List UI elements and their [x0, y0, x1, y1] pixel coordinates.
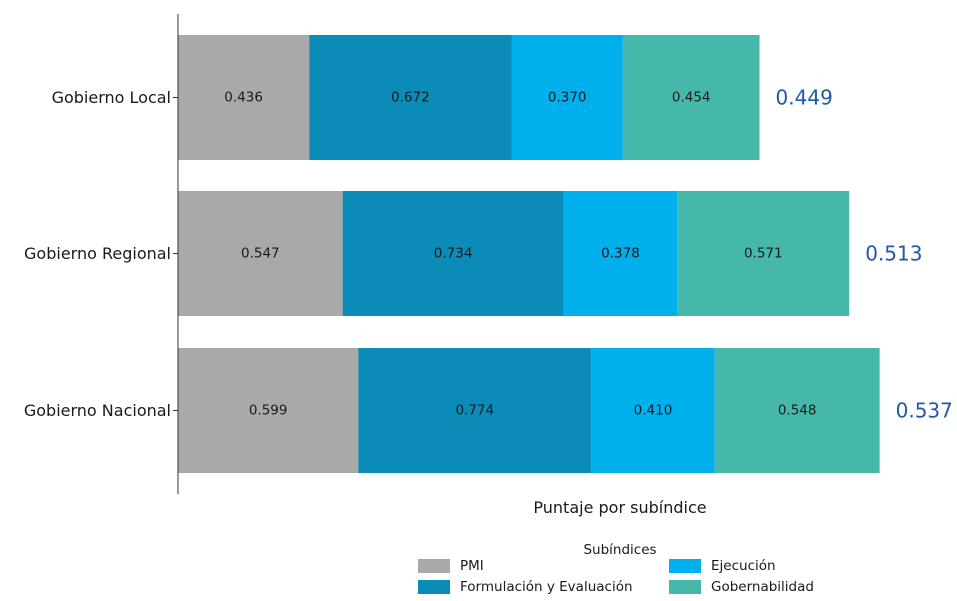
bar-segment-4-row-3	[714, 348, 880, 473]
data-label: 0.548	[778, 403, 817, 419]
data-label: 0.370	[548, 90, 587, 106]
bar-segment-3-row-2	[563, 191, 678, 316]
bars-layer: 0.436 0.672 0.370 0.454 0.449 0.547 0.734 0.378…	[178, 35, 953, 473]
bar-segment-1-row-3	[178, 348, 359, 473]
x-axis-label: Puntaje por subíndice	[533, 498, 706, 517]
data-label: 0.436	[224, 90, 263, 106]
legend-swatch	[418, 580, 450, 594]
legend-label: Formulación y Evaluación	[460, 579, 633, 595]
legend-label: Gobernabilidad	[711, 579, 814, 595]
data-label: 0.599	[249, 403, 288, 419]
bar-segment-1-row-2	[178, 191, 343, 316]
legend-swatch	[418, 559, 450, 573]
bar-segment-3-row-1	[511, 35, 623, 160]
legend-swatch	[669, 580, 701, 594]
data-label: 0.547	[241, 246, 280, 262]
legend: PMI Ejecución Formulación y Evaluación Gobe…	[418, 558, 814, 595]
data-label: 0.454	[672, 90, 711, 106]
legend-swatch	[669, 559, 701, 573]
total-label: 0.513	[865, 242, 922, 266]
category-label: Gobierno Regional	[24, 244, 171, 263]
data-label: 0.734	[434, 246, 473, 262]
category-label: Gobierno Local	[52, 88, 171, 107]
bar-segment-4-row-1	[622, 35, 760, 160]
bar-segment-3-row-3	[591, 348, 715, 473]
legend-title: Subíndices	[583, 542, 656, 558]
data-label: 0.571	[744, 246, 783, 262]
bar-segment-4-row-2	[677, 191, 850, 316]
category-labels: Gobierno Local Gobierno Regional Gobierno …	[24, 88, 178, 420]
data-label: 0.410	[634, 403, 673, 419]
legend-label: Ejecución	[711, 558, 776, 574]
total-label: 0.537	[896, 399, 953, 423]
total-label: 0.449	[776, 86, 833, 110]
category-label: Gobierno Nacional	[24, 401, 171, 420]
bar-segment-1-row-1	[178, 35, 310, 160]
legend-label: PMI	[460, 558, 484, 574]
data-label: 0.672	[391, 90, 430, 106]
data-label: 0.774	[455, 403, 494, 419]
bar-segment-2-row-1	[309, 35, 512, 160]
data-label: 0.378	[601, 246, 640, 262]
bar-segment-2-row-3	[358, 348, 592, 473]
bar-segment-2-row-2	[342, 191, 564, 316]
